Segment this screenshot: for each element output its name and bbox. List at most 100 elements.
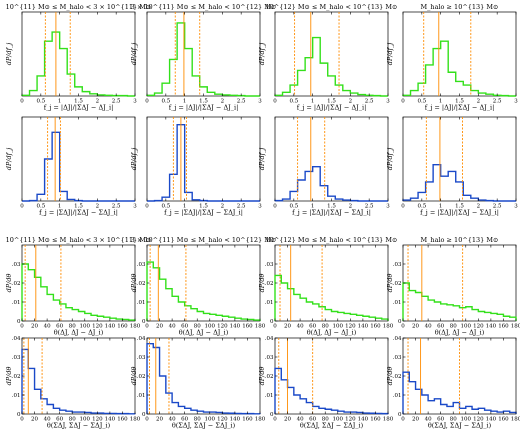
x-tick-label: 140 — [486, 324, 497, 330]
x-tick-label: 2.5 — [237, 99, 246, 105]
panel-r2-c2: 0 20 40 60 80 100 120 140 160 1800.01.02.0310^{12… — [258, 236, 397, 337]
x-tick-label: 160 — [117, 417, 128, 423]
x-tick-label: 80 — [450, 324, 457, 330]
x-tick-label: 60 — [309, 324, 316, 330]
x-tick-label: 20 — [156, 417, 163, 423]
x-tick-label: 60 — [437, 417, 444, 423]
x-tick-label: 2.5 — [493, 99, 502, 105]
x-tick-label: 60 — [181, 417, 188, 423]
x-tick-label: 20 — [31, 417, 38, 423]
plot-frame — [274, 11, 389, 97]
x-tick-label: 180 — [255, 324, 266, 330]
y-axis-label: dP/dθ — [5, 274, 13, 293]
x-tick-label: 1.5 — [74, 204, 83, 210]
x-tick-label: 120 — [473, 417, 484, 423]
x-tick-label: 0 — [401, 204, 405, 210]
x-tick-label: 2 — [96, 204, 100, 210]
y-axis-label: dP/dθ — [258, 274, 266, 293]
y-axis-label: dP/df_j — [386, 43, 394, 66]
x-axis-label: f_j = |ΣΔJ|/|ΣΔJ − ΣΔJ_i| — [292, 209, 371, 217]
x-axis-label: θ(ΔJ, ΔJ − ΔJ_i) — [435, 329, 485, 337]
x-tick-label: 180 — [130, 324, 141, 330]
x-tick-label: 60 — [437, 324, 444, 330]
plot-frame — [21, 116, 136, 202]
x-tick-label: 2.5 — [493, 204, 502, 210]
histogram-step-line — [146, 343, 261, 415]
x-tick-label: 1.5 — [74, 99, 83, 105]
x-tick-label: 120 — [217, 417, 228, 423]
x-tick-label: 1.5 — [455, 204, 464, 210]
x-tick-label: 0 — [145, 324, 149, 330]
y-tick-label: .02 — [265, 281, 274, 287]
panel-r3-c1: 0 20 40 60 80 100 120 140 160 1800.01.02.03.04θ(Σ… — [130, 336, 266, 430]
histogram-step-line — [402, 40, 516, 97]
histogram-step-line — [146, 261, 261, 321]
y-tick-label: 0 — [17, 319, 21, 325]
x-tick-label: 20 — [412, 417, 419, 423]
x-tick-label: 1 — [58, 99, 62, 105]
x-tick-label: 40 — [425, 324, 432, 330]
x-tick-label: 180 — [511, 417, 520, 423]
x-tick-label: 120 — [473, 324, 484, 330]
x-tick-label: 0.5 — [36, 99, 45, 105]
x-tick-label: 120 — [345, 417, 356, 423]
x-tick-label: 0.5 — [161, 99, 170, 105]
x-tick-label: 100 — [333, 324, 344, 330]
panel-title: 3 × 10^{11} M⊙ ≤ M_halo < 10^{12} M⊙ — [131, 3, 277, 11]
x-axis-label: θ(ΔJ, ΔJ − ΔJ_i) — [54, 329, 104, 337]
x-tick-label: 1.5 — [199, 99, 208, 105]
x-tick-label: 80 — [322, 417, 329, 423]
x-tick-label: 140 — [358, 417, 369, 423]
y-tick-label: .03 — [265, 262, 274, 268]
x-axis-label: f_j = |ΣΔJ|/|ΣΔJ − ΣΔJ_i| — [39, 209, 118, 217]
y-axis-label: dP/df_j — [5, 148, 13, 171]
x-tick-label: 160 — [242, 417, 253, 423]
y-axis-label: dP/dθ — [386, 274, 394, 293]
y-tick-label: 0 — [142, 319, 146, 325]
x-tick-label: 3 — [386, 99, 390, 105]
y-tick-label: .02 — [137, 374, 146, 380]
y-tick-label: 0 — [17, 412, 21, 418]
x-tick-label: 160 — [498, 417, 509, 423]
x-tick-label: 100 — [205, 324, 216, 330]
x-tick-label: 80 — [194, 324, 201, 330]
y-tick-label: .01 — [393, 300, 402, 306]
x-tick-label: 2 — [349, 99, 353, 105]
x-tick-label: 3 — [133, 99, 137, 105]
panel-title: 10^{11} M⊙ ≤ M_halo < 3 × 10^{11} M⊙ — [6, 236, 152, 244]
x-tick-label: 120 — [92, 324, 103, 330]
x-axis-label: θ(ΣΔJ, ΣΔJ − ΣΔJ_i) — [300, 422, 364, 430]
y-tick-label: .02 — [265, 374, 274, 380]
panel-r2-c3: 0 20 40 60 80 100 120 140 160 1800.01.02.03M_halo… — [386, 236, 520, 337]
x-tick-label: 40 — [297, 324, 304, 330]
histogram-step-line — [147, 123, 260, 202]
x-tick-label: 100 — [333, 417, 344, 423]
x-tick-label: 60 — [56, 324, 63, 330]
x-tick-label: 1.5 — [455, 99, 464, 105]
x-tick-label: 40 — [169, 417, 176, 423]
y-tick-label: .04 — [393, 336, 402, 342]
y-tick-label: .03 — [12, 355, 21, 361]
x-tick-label: 120 — [217, 324, 228, 330]
x-tick-label: 80 — [69, 324, 76, 330]
x-tick-label: 0 — [273, 324, 277, 330]
x-tick-label: 0 — [273, 99, 277, 105]
x-tick-label: 0 — [401, 324, 405, 330]
y-tick-label: .03 — [393, 262, 402, 268]
y-tick-label: 0 — [398, 319, 402, 325]
y-tick-label: .03 — [393, 355, 402, 361]
y-tick-label: .02 — [393, 281, 402, 287]
x-tick-label: 160 — [370, 324, 381, 330]
x-tick-label: 0.5 — [417, 99, 426, 105]
panel-r3-c2: 0 20 40 60 80 100 120 140 160 1800.01.02.03.04θ(Σ… — [258, 336, 394, 430]
y-tick-label: .01 — [137, 300, 146, 306]
x-tick-label: 0 — [20, 204, 24, 210]
panel-title: 10^{12} M⊙ ≤ M_halo < 10^{13} M⊙ — [266, 3, 398, 11]
x-tick-label: 180 — [130, 417, 141, 423]
x-axis-label: θ(ΣΔJ, ΣΔJ − ΣΔJ_i) — [47, 422, 111, 430]
y-axis-label: dP/df_j — [258, 148, 266, 171]
x-tick-label: 80 — [450, 417, 457, 423]
x-tick-label: 40 — [44, 417, 51, 423]
